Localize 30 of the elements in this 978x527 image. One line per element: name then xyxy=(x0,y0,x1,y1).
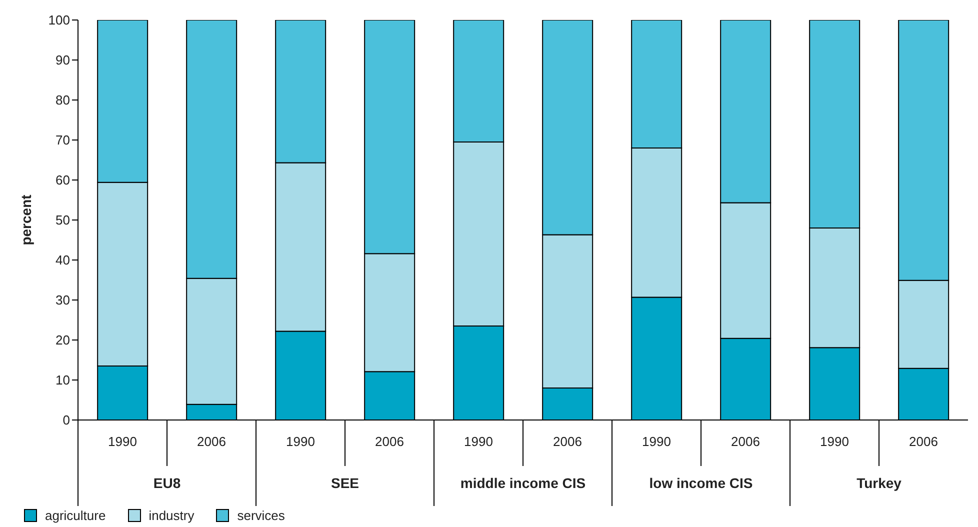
y-tick-label: 100 xyxy=(48,12,70,28)
y-tick-label: 50 xyxy=(56,212,70,228)
legend-label: services xyxy=(236,508,285,523)
text: middle income CIS xyxy=(460,475,586,491)
text: EU8 xyxy=(153,475,181,491)
y-tick-label: 90 xyxy=(56,52,70,68)
x-tick-label: 2006 xyxy=(375,434,404,449)
y-tick-label: 10 xyxy=(56,372,70,388)
text: SEE xyxy=(330,475,360,491)
legend-label: agriculture xyxy=(44,508,106,523)
x-tick-label: 2006 xyxy=(731,434,760,449)
y-tick-label: 0 xyxy=(62,412,70,428)
x-tick-label: 1990 xyxy=(286,434,315,449)
y-tick-label: 60 xyxy=(56,172,70,188)
y-tick-label: 70 xyxy=(56,132,70,148)
y-axis-title: percent xyxy=(18,194,34,246)
x-tick-label: 1990 xyxy=(108,434,137,449)
x-tick-label: 2006 xyxy=(909,434,938,449)
x-tick-label: 1990 xyxy=(464,434,493,449)
legend-label: industry xyxy=(148,508,194,523)
x-tick-label: 2006 xyxy=(197,434,226,449)
y-tick-label: 20 xyxy=(56,332,70,348)
x-tick-label: 2006 xyxy=(553,434,582,449)
text: low income CIS xyxy=(649,475,753,491)
x-tick-label: 1990 xyxy=(642,434,671,449)
y-tick-label: 40 xyxy=(56,252,70,268)
text: Turkey xyxy=(856,475,902,491)
y-tick-label: 80 xyxy=(56,92,70,108)
y-tick-label: 30 xyxy=(56,292,70,308)
x-tick-label: 1990 xyxy=(820,434,849,449)
